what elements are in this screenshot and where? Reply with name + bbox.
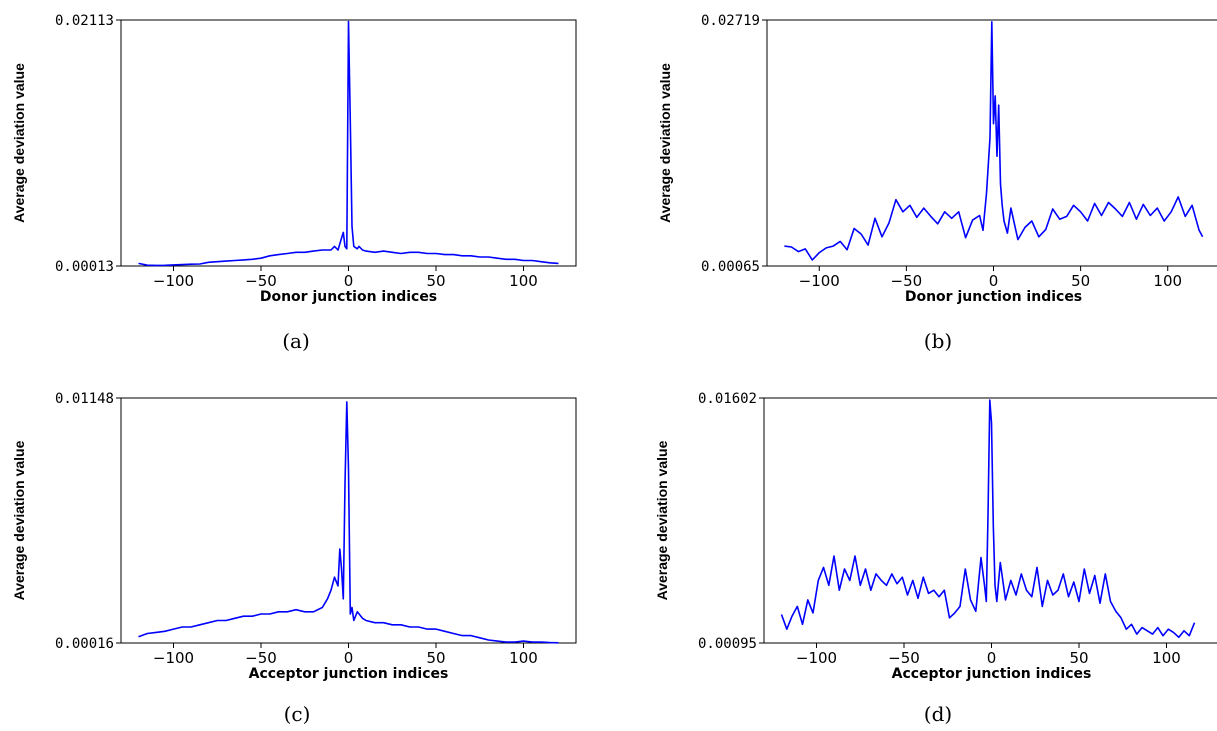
x-tick-label: −100 bbox=[153, 272, 194, 290]
x-tick-label: 100 bbox=[509, 649, 538, 667]
x-tick-label: 0 bbox=[344, 649, 354, 667]
y-tick-label: 0.00016 bbox=[55, 636, 114, 652]
plot-frame bbox=[763, 397, 1217, 644]
chart-panel-3: −100 −50 0 50 100 0.01148 0.00016 Acceptor junc… bbox=[11, 391, 577, 726]
subfigure-caption: (c) bbox=[284, 702, 311, 726]
x-tick-label: 50 bbox=[1069, 649, 1088, 667]
y-axis-label: Average deviation value bbox=[11, 440, 27, 600]
y-tick-label: 0.02113 bbox=[55, 13, 114, 29]
chart-panel-4: −100 −50 0 50 100 0.01602 0.00095 Acceptor junc… bbox=[654, 391, 1217, 726]
y-axis-label: Average deviation value bbox=[657, 63, 673, 223]
x-tick-label: −100 bbox=[796, 649, 837, 667]
x-tick-label: −50 bbox=[891, 272, 923, 290]
chart-panel-1: −100 −50 0 50 100 0.02113 0.00013 Donor junctio… bbox=[11, 13, 577, 353]
x-tick-label: 50 bbox=[426, 272, 445, 290]
subfigure-caption: (b) bbox=[924, 329, 952, 353]
x-tick-label: −50 bbox=[245, 272, 277, 290]
x-tick-label: 100 bbox=[1152, 649, 1181, 667]
x-tick-label: −50 bbox=[888, 649, 920, 667]
x-axis-label: Acceptor junction indices bbox=[892, 666, 1092, 682]
y-axis-label: Average deviation value bbox=[11, 63, 27, 223]
x-tick-label: 50 bbox=[426, 649, 445, 667]
x-tick-label: 50 bbox=[1071, 272, 1090, 290]
series-line bbox=[138, 401, 559, 644]
y-tick-label: 0.00095 bbox=[698, 636, 757, 652]
x-axis-label: Donor junction indices bbox=[260, 289, 437, 305]
x-tick-label: −50 bbox=[245, 649, 277, 667]
x-tick-label: 0 bbox=[987, 649, 997, 667]
x-tick-label: 0 bbox=[989, 272, 999, 290]
x-tick-label: 0 bbox=[344, 272, 354, 290]
y-tick-label: 0.01148 bbox=[55, 391, 114, 407]
chart-panel-2: −100 −50 0 50 100 0.02719 0.00065 Donor junctio… bbox=[657, 13, 1217, 353]
y-tick-label: 0.01602 bbox=[698, 391, 757, 407]
series-line bbox=[780, 399, 1196, 639]
x-axis-label: Acceptor junction indices bbox=[249, 666, 449, 682]
series-line bbox=[138, 20, 559, 267]
y-axis-label: Average deviation value bbox=[654, 440, 670, 600]
subfigure-caption: (d) bbox=[924, 702, 952, 726]
x-tick-label: 100 bbox=[509, 272, 538, 290]
x-tick-label: −100 bbox=[799, 272, 840, 290]
series-line bbox=[784, 21, 1204, 261]
x-axis-label: Donor junction indices bbox=[905, 289, 1082, 305]
y-tick-label: 0.02719 bbox=[701, 13, 760, 29]
y-tick-label: 0.00065 bbox=[701, 259, 760, 275]
x-tick-label: −100 bbox=[153, 649, 194, 667]
y-tick-label: 0.00013 bbox=[55, 259, 114, 275]
x-tick-label: 100 bbox=[1153, 272, 1182, 290]
subfigure-caption: (a) bbox=[282, 329, 310, 353]
